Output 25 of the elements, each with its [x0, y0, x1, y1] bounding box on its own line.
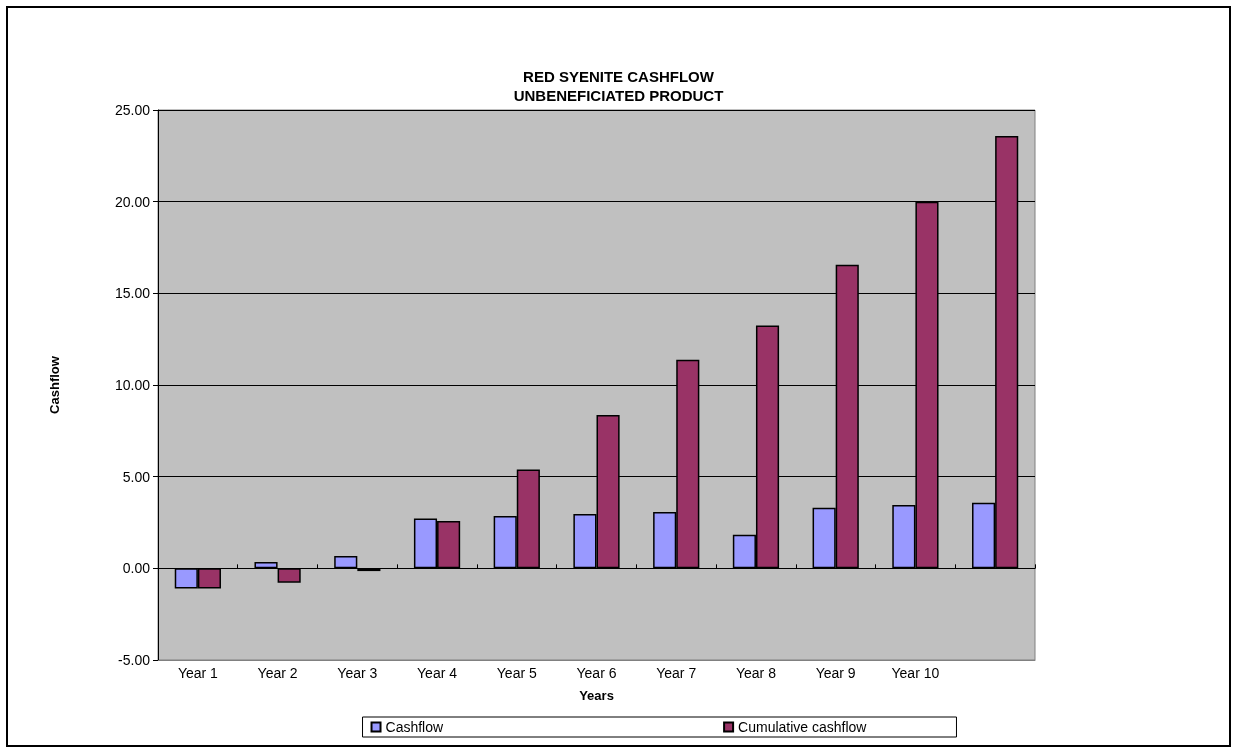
x-tick-label: Year 5 — [496, 665, 537, 681]
x-tick-label: Year 4 — [417, 665, 458, 681]
y-tick-label: 5.00 — [122, 468, 151, 485]
y-tick-label: 25.00 — [114, 102, 151, 118]
y-axis-title: Cashflow — [47, 355, 62, 414]
legend-label: Cumulative cashflow — [738, 719, 868, 735]
x-tick-label: Year 8 — [735, 665, 777, 681]
x-tick-label: Year 2 — [257, 665, 298, 681]
legend-label: Cashflow — [385, 719, 444, 735]
x-tick-label: Year 6 — [576, 665, 617, 681]
x-tick-label: Year 9 — [815, 665, 856, 681]
x-tick-label: Year 10 — [891, 665, 940, 681]
y-tick-label: 10.00 — [114, 377, 151, 393]
x-axis-title: Years — [579, 688, 614, 703]
bar — [277, 568, 301, 583]
y-tick-label: 0.00 — [122, 560, 151, 577]
x-tick-label: Year 3 — [337, 665, 378, 681]
x-tick-label: Year 1 — [177, 665, 219, 681]
chart-title: RED SYENITE CASHFLOW UNBENEFICIATED PRODUCT — [513, 68, 724, 104]
y-tick-label: 20.00 — [114, 193, 151, 210]
x-tick-label: Year 7 — [656, 665, 697, 681]
bar — [254, 561, 278, 569]
y-tick-label: 15.00 — [114, 285, 151, 302]
bar — [334, 556, 358, 569]
y-tick-label: -5.00 — [118, 652, 151, 668]
